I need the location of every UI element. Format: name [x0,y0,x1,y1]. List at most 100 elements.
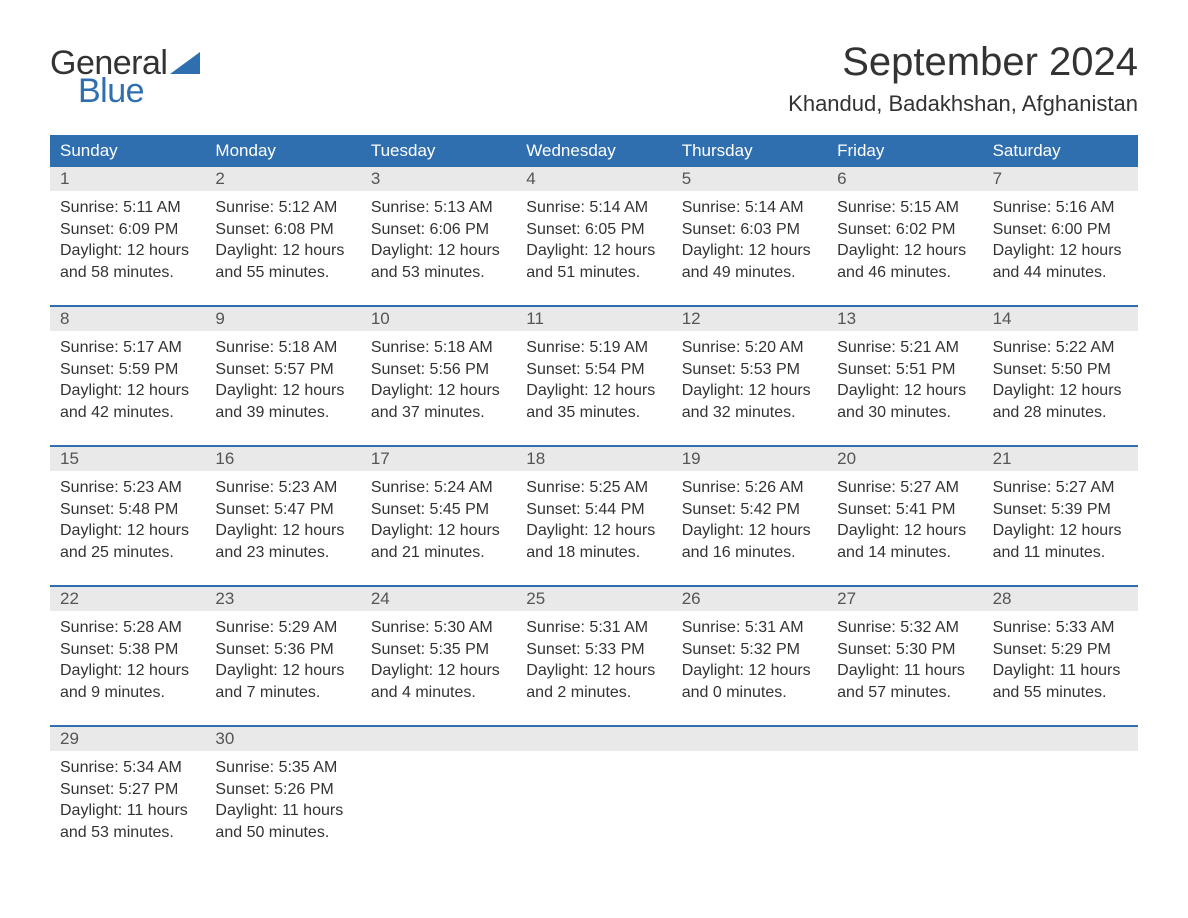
day-sunrise: Sunrise: 5:14 AM [526,197,661,219]
day-d2: and 32 minutes. [682,402,817,424]
day-d2: and 30 minutes. [837,402,972,424]
day-d1: Daylight: 12 hours [371,380,506,402]
day-number [827,727,982,751]
day-sunrise: Sunrise: 5:34 AM [60,757,195,779]
day-d1: Daylight: 12 hours [215,520,350,542]
day-cell [983,751,1138,847]
day-sunrise: Sunrise: 5:14 AM [682,197,817,219]
day-number: 30 [205,727,360,751]
day-number [361,727,516,751]
day-sunset: Sunset: 5:56 PM [371,359,506,381]
day-number: 25 [516,587,671,611]
day-number: 12 [672,307,827,331]
day-d2: and 14 minutes. [837,542,972,564]
weekday-header-row: Sunday Monday Tuesday Wednesday Thursday… [50,135,1138,167]
day-cell: Sunrise: 5:17 AMSunset: 5:59 PMDaylight:… [50,331,205,427]
day-sunrise: Sunrise: 5:11 AM [60,197,195,219]
day-cell: Sunrise: 5:13 AMSunset: 6:06 PMDaylight:… [361,191,516,287]
day-d1: Daylight: 12 hours [837,380,972,402]
day-sunset: Sunset: 6:05 PM [526,219,661,241]
day-cell: Sunrise: 5:20 AMSunset: 5:53 PMDaylight:… [672,331,827,427]
day-sunset: Sunset: 5:57 PM [215,359,350,381]
day-d1: Daylight: 12 hours [60,240,195,262]
day-number: 2 [205,167,360,191]
day-number-row: 15161718192021 [50,447,1138,471]
day-d1: Daylight: 11 hours [993,660,1128,682]
day-number: 10 [361,307,516,331]
day-d1: Daylight: 12 hours [215,380,350,402]
day-cell: Sunrise: 5:22 AMSunset: 5:50 PMDaylight:… [983,331,1138,427]
day-d1: Daylight: 12 hours [371,520,506,542]
day-sunset: Sunset: 5:47 PM [215,499,350,521]
day-number: 28 [983,587,1138,611]
day-number: 23 [205,587,360,611]
day-sunset: Sunset: 5:45 PM [371,499,506,521]
day-number: 15 [50,447,205,471]
day-cell [516,751,671,847]
day-cell: Sunrise: 5:19 AMSunset: 5:54 PMDaylight:… [516,331,671,427]
day-sunrise: Sunrise: 5:20 AM [682,337,817,359]
day-d2: and 18 minutes. [526,542,661,564]
day-cell: Sunrise: 5:16 AMSunset: 6:00 PMDaylight:… [983,191,1138,287]
day-d2: and 53 minutes. [371,262,506,284]
day-sunset: Sunset: 5:26 PM [215,779,350,801]
weekday-header: Saturday [983,135,1138,167]
day-d1: Daylight: 11 hours [837,660,972,682]
day-d2: and 4 minutes. [371,682,506,704]
day-cell [361,751,516,847]
day-d1: Daylight: 12 hours [526,380,661,402]
day-sunset: Sunset: 5:51 PM [837,359,972,381]
day-sunrise: Sunrise: 5:21 AM [837,337,972,359]
calendar-week: 2930Sunrise: 5:34 AMSunset: 5:27 PMDayli… [50,725,1138,847]
day-number: 6 [827,167,982,191]
day-d2: and 50 minutes. [215,822,350,844]
day-d1: Daylight: 12 hours [837,520,972,542]
day-cell: Sunrise: 5:12 AMSunset: 6:08 PMDaylight:… [205,191,360,287]
day-cell: Sunrise: 5:14 AMSunset: 6:03 PMDaylight:… [672,191,827,287]
day-cell: Sunrise: 5:14 AMSunset: 6:05 PMDaylight:… [516,191,671,287]
day-sunrise: Sunrise: 5:16 AM [993,197,1128,219]
day-sunset: Sunset: 5:41 PM [837,499,972,521]
day-number: 17 [361,447,516,471]
day-number: 26 [672,587,827,611]
weekday-header: Friday [827,135,982,167]
title-block: September 2024 Khandud, Badakhshan, Afgh… [788,40,1138,117]
day-d2: and 28 minutes. [993,402,1128,424]
day-cell: Sunrise: 5:24 AMSunset: 5:45 PMDaylight:… [361,471,516,567]
day-d2: and 21 minutes. [371,542,506,564]
day-d2: and 57 minutes. [837,682,972,704]
day-d1: Daylight: 11 hours [60,800,195,822]
day-cell: Sunrise: 5:32 AMSunset: 5:30 PMDaylight:… [827,611,982,707]
day-number: 22 [50,587,205,611]
day-d1: Daylight: 12 hours [682,240,817,262]
day-number: 14 [983,307,1138,331]
day-sunset: Sunset: 5:59 PM [60,359,195,381]
day-cell: Sunrise: 5:34 AMSunset: 5:27 PMDaylight:… [50,751,205,847]
day-sunset: Sunset: 5:29 PM [993,639,1128,661]
day-sunset: Sunset: 5:44 PM [526,499,661,521]
day-d2: and 44 minutes. [993,262,1128,284]
day-sunset: Sunset: 5:54 PM [526,359,661,381]
day-number: 7 [983,167,1138,191]
day-sunset: Sunset: 5:33 PM [526,639,661,661]
day-sunrise: Sunrise: 5:18 AM [371,337,506,359]
day-cell: Sunrise: 5:27 AMSunset: 5:41 PMDaylight:… [827,471,982,567]
day-sunset: Sunset: 5:53 PM [682,359,817,381]
day-d1: Daylight: 12 hours [682,520,817,542]
day-d1: Daylight: 12 hours [993,240,1128,262]
weekday-header: Monday [205,135,360,167]
day-d2: and 53 minutes. [60,822,195,844]
day-d2: and 7 minutes. [215,682,350,704]
day-sunset: Sunset: 6:02 PM [837,219,972,241]
day-d1: Daylight: 12 hours [993,380,1128,402]
day-d2: and 49 minutes. [682,262,817,284]
day-cell: Sunrise: 5:30 AMSunset: 5:35 PMDaylight:… [361,611,516,707]
day-sunrise: Sunrise: 5:27 AM [993,477,1128,499]
day-sunrise: Sunrise: 5:22 AM [993,337,1128,359]
calendar-week: 891011121314Sunrise: 5:17 AMSunset: 5:59… [50,305,1138,427]
day-cell: Sunrise: 5:23 AMSunset: 5:47 PMDaylight:… [205,471,360,567]
day-sunrise: Sunrise: 5:23 AM [215,477,350,499]
day-number: 4 [516,167,671,191]
day-d2: and 16 minutes. [682,542,817,564]
day-sunset: Sunset: 6:06 PM [371,219,506,241]
